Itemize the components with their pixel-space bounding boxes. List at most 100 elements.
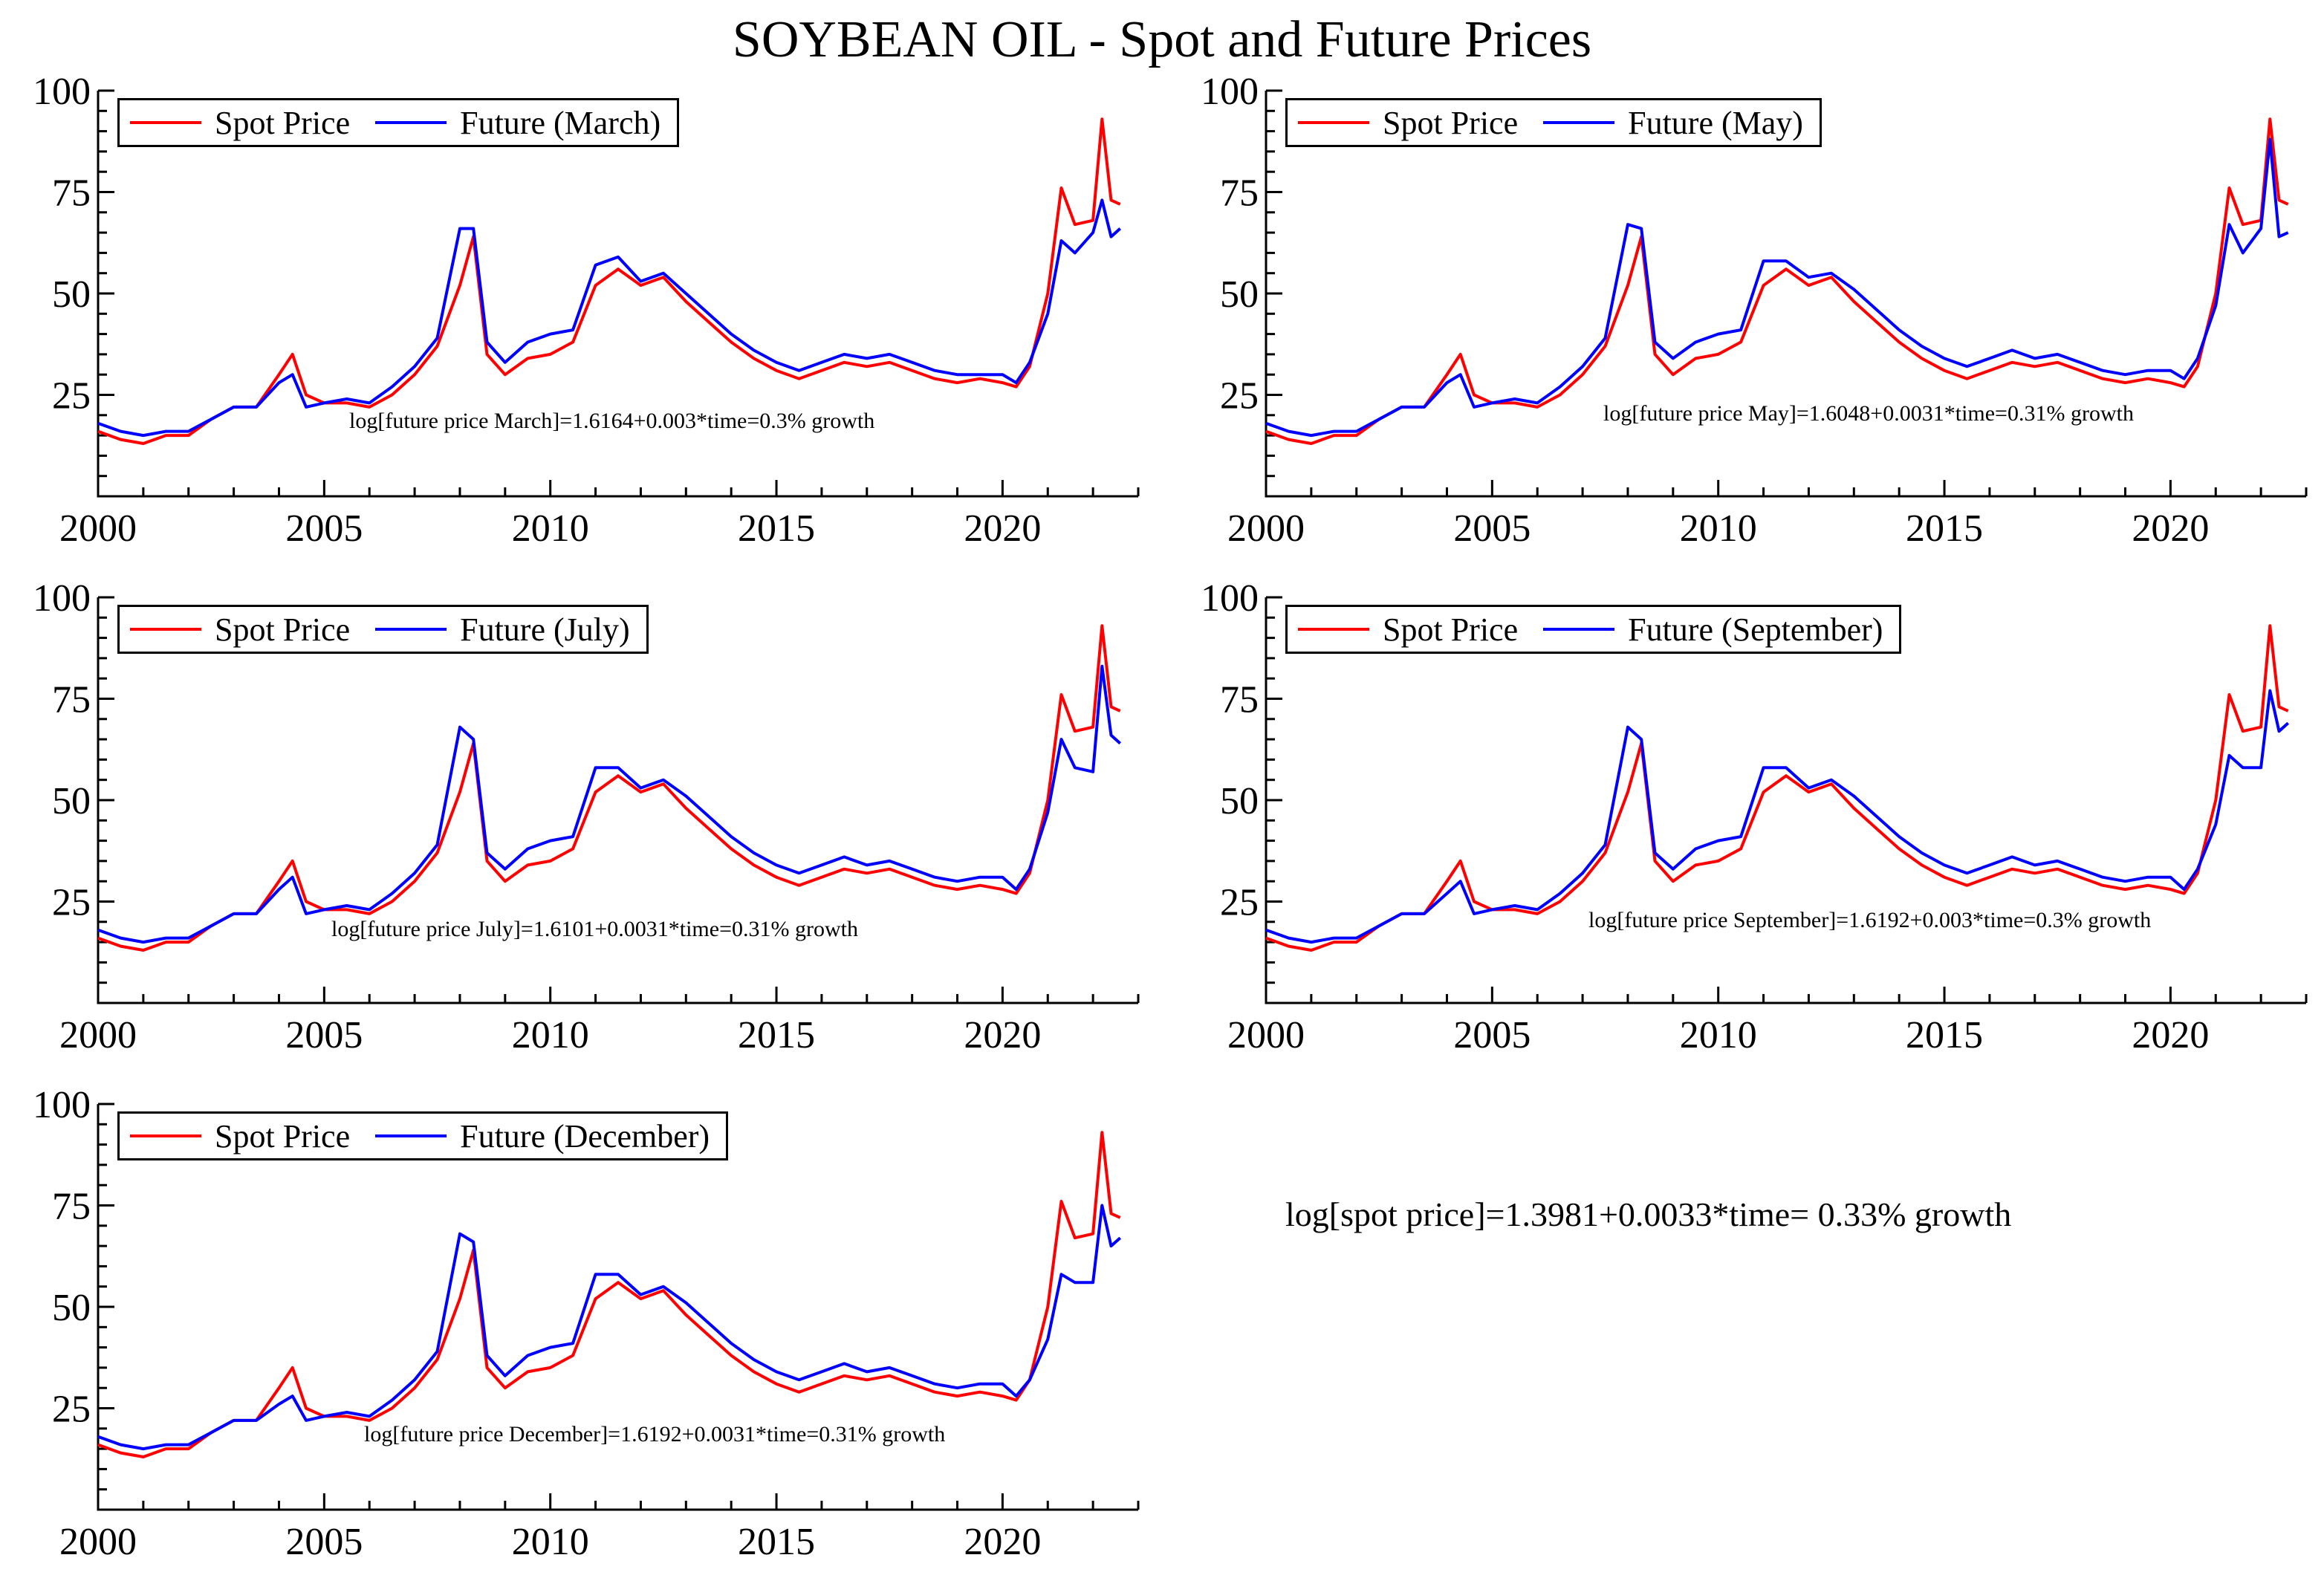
y-tick-label: 100 — [33, 577, 91, 620]
x-tick-label: 2005 — [285, 1014, 363, 1056]
legend-item: Spot Price — [130, 611, 350, 649]
y-tick-label: 25 — [52, 375, 91, 418]
x-tick-label: 2020 — [964, 1014, 1041, 1056]
y-tick-label: 50 — [52, 780, 91, 822]
line-chart-svg: 25 50 75 100 2000 2005 2010 2015 2020 — [33, 577, 1140, 1056]
y-tick-label: 75 — [52, 172, 91, 215]
y-tick-label: 100 — [33, 71, 91, 113]
future-price-line — [97, 1204, 1122, 1451]
legend-item: Spot Price — [130, 1117, 350, 1155]
x-tick-label: 2005 — [1453, 1014, 1531, 1056]
axis-lines — [1265, 91, 2306, 498]
legend-swatch — [375, 121, 447, 124]
chart-legend: Spot Price Future (March) — [117, 98, 680, 147]
y-tick-label: 25 — [1220, 882, 1259, 924]
x-tick-label: 2020 — [964, 1521, 1041, 1563]
legend-label: Future (May) — [1628, 104, 1803, 141]
y-tick-label: 100 — [1201, 577, 1259, 620]
line-chart-svg: 25 50 75 100 2000 2005 2010 2015 2020 — [1201, 71, 2308, 550]
legend-swatch — [130, 1134, 201, 1137]
chart-legend: Spot Price Future (December) — [117, 1111, 729, 1160]
legend-item: Future (December) — [375, 1117, 710, 1155]
y-tick-label: 50 — [1220, 780, 1259, 822]
x-tick-label: 2015 — [1906, 1014, 1983, 1056]
x-tick-label: 2005 — [285, 1521, 363, 1563]
axis-lines — [97, 1104, 1138, 1511]
legend-swatch — [1543, 121, 1615, 124]
y-tick-label: 75 — [1220, 172, 1259, 215]
future-price-equation: log[future price December]=1.6192+0.0031… — [364, 1422, 946, 1446]
x-tick-label: 2000 — [59, 1521, 137, 1563]
spot-price-line — [97, 624, 1121, 952]
y-tick-label: 75 — [52, 679, 91, 721]
legend-label: Spot Price — [215, 104, 351, 141]
legend-label: Future (December) — [460, 1117, 710, 1155]
legend-item: Future (May) — [1543, 104, 1803, 142]
x-tick-label: 2010 — [1680, 1014, 1757, 1056]
future-price-line — [1265, 137, 2289, 438]
spot-price-line — [97, 1131, 1121, 1458]
legend-item: Future (March) — [375, 104, 660, 142]
future-price-line — [1265, 689, 2290, 944]
x-tick-label: 2015 — [738, 1521, 815, 1563]
legend-label: Spot Price — [215, 611, 351, 648]
spot-price-line — [1265, 624, 2289, 952]
future-price-equation: log[future price May]=1.6048+0.0031*time… — [1603, 401, 2134, 426]
y-tick-label: 25 — [1220, 375, 1259, 418]
x-tick-label: 2015 — [1906, 507, 1983, 550]
y-tick-label: 75 — [1220, 679, 1259, 721]
x-tick-label: 2010 — [1680, 507, 1757, 550]
x-tick-label: 2015 — [738, 507, 815, 550]
chart-legend: Spot Price Future (September) — [1285, 605, 1902, 654]
legend-label: Future (July) — [460, 611, 630, 648]
y-tick-label: 25 — [52, 882, 91, 924]
chart-panel-4: 25 50 75 100 2000 2005 2010 2015 2020 Spot Price F… — [1168, 566, 2324, 1056]
chart-main-title: SOYBEAN OIL - Spot and Future Prices — [732, 11, 1592, 68]
x-tick-label: 2000 — [59, 1014, 137, 1056]
y-tick-label: 100 — [33, 1084, 91, 1126]
y-tick-label: 50 — [52, 273, 91, 316]
spot-price-equation: log[spot price]=1.3981+0.0033*time= 0.33… — [1285, 1195, 2012, 1233]
future-price-equation: log[future price July]=1.6101+0.0031*tim… — [331, 917, 858, 941]
future-price-line — [97, 198, 1122, 438]
x-tick-label: 2010 — [512, 507, 589, 550]
chart-panel-5: 25 50 75 100 2000 2005 2010 2015 2020 Spot Price F… — [0, 1073, 1156, 1563]
chart-panel-2: 25 50 75 100 2000 2005 2010 2015 2020 Spot Price F… — [1168, 59, 2324, 550]
line-chart-svg: 25 50 75 100 2000 2005 2010 2015 2020 — [33, 71, 1140, 550]
future-price-equation: log[future price March]=1.6164+0.003*tim… — [349, 409, 875, 433]
legend-item: Future (July) — [375, 611, 630, 649]
legend-swatch — [375, 1134, 447, 1137]
y-tick-label: 50 — [1220, 273, 1259, 316]
chart-legend: Spot Price Future (May) — [1285, 98, 1822, 147]
chart-panel-1: 25 50 75 100 2000 2005 2010 2015 2020 Spot Price F… — [0, 59, 1156, 550]
legend-label: Future (March) — [460, 104, 661, 141]
x-tick-label: 2005 — [285, 507, 363, 550]
legend-swatch — [130, 121, 201, 124]
legend-label: Spot Price — [1383, 104, 1519, 141]
legend-item: Spot Price — [1298, 104, 1518, 142]
legend-swatch — [1298, 628, 1369, 631]
x-tick-label: 2010 — [512, 1014, 589, 1056]
x-tick-label: 2020 — [2132, 507, 2209, 550]
legend-swatch — [1298, 121, 1369, 124]
line-chart-svg: 25 50 75 100 2000 2005 2010 2015 2020 — [1201, 577, 2308, 1056]
future-price-equation: log[future price September]=1.6192+0.003… — [1588, 908, 2152, 932]
legend-swatch — [1543, 628, 1615, 631]
axis-lines — [97, 597, 1138, 1004]
future-price-line — [97, 664, 1122, 944]
legend-label: Future (September) — [1628, 611, 1883, 648]
x-tick-label: 2005 — [1453, 507, 1531, 550]
legend-item: Spot Price — [1298, 611, 1518, 649]
legend-label: Spot Price — [215, 1117, 351, 1155]
x-tick-label: 2000 — [1227, 1014, 1305, 1056]
x-tick-label: 2000 — [59, 507, 137, 550]
y-tick-label: 75 — [52, 1186, 91, 1228]
spot-price-line — [97, 117, 1121, 445]
legend-item: Future (September) — [1543, 611, 1883, 649]
y-tick-label: 50 — [52, 1287, 91, 1329]
y-tick-label: 100 — [1201, 71, 1259, 113]
x-tick-label: 2020 — [2132, 1014, 2209, 1056]
legend-swatch — [130, 628, 201, 631]
line-chart-svg: 25 50 75 100 2000 2005 2010 2015 2020 — [33, 1084, 1140, 1563]
legend-swatch — [375, 628, 447, 631]
